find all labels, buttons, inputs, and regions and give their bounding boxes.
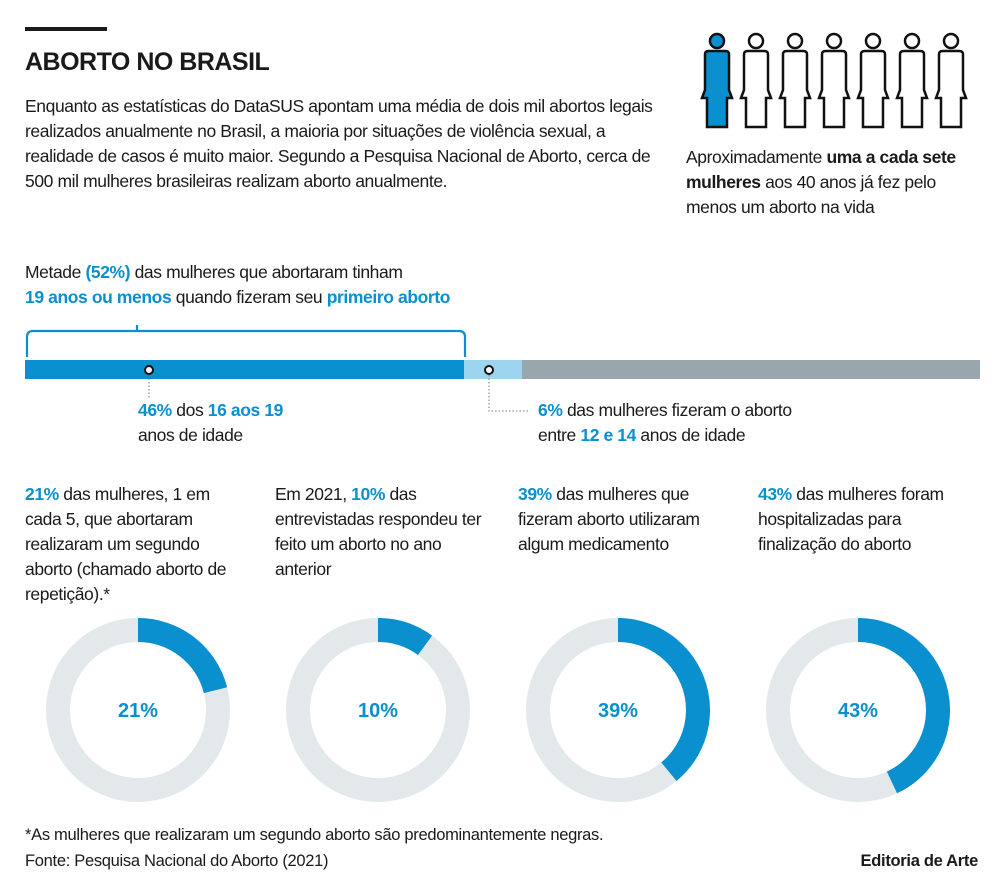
donut-center-label: 21%	[118, 700, 158, 722]
ratio-pre: Aproximadamente	[686, 147, 827, 167]
donut-chart: 10%	[286, 618, 470, 802]
bar-segment	[25, 360, 465, 379]
caption-highlight: 21%	[25, 484, 59, 504]
donut-chart: 39%	[526, 618, 710, 802]
woman-icon	[778, 32, 812, 129]
woman-icon	[934, 32, 968, 129]
donut-slice	[46, 618, 230, 802]
label-46: 46% dos 16 aos 19 anos de idade	[138, 398, 283, 448]
donut-caption: Em 2021, 10% das entrevistadas respondeu…	[275, 482, 490, 582]
hl-p2: (52%)	[85, 262, 131, 282]
l6-c: entre	[538, 425, 581, 445]
ratio-text: Aproximadamente uma a cada sete mulheres…	[686, 145, 986, 220]
l6-b: das mulheres fizeram o aborto	[562, 400, 792, 420]
l46-c: 16 aos 19	[207, 400, 284, 420]
bar-leaders	[144, 365, 530, 412]
l6-e: anos de idade	[635, 425, 746, 445]
donut-slice	[526, 618, 710, 802]
caption-rest: das entrevistadas respondeu ter feito um…	[275, 484, 482, 579]
l46-a: 46%	[138, 400, 172, 420]
title-rule	[25, 27, 107, 31]
caption-rest: das mulheres foram hospitalizadas para f…	[758, 484, 944, 554]
woman-icon	[856, 32, 890, 129]
bar-segment	[521, 360, 980, 379]
caption-pre: Em 2021,	[275, 484, 352, 504]
people-pictogram	[700, 32, 968, 129]
woman-icon	[700, 32, 734, 129]
donut-chart: 43%	[766, 618, 950, 802]
l46-b: dos	[171, 400, 208, 420]
intro-text: Enquanto as estatísticas do DataSUS apon…	[25, 96, 653, 191]
l46-d: anos de idade	[138, 425, 243, 445]
ratio-bold: uma a cada sete mulheres	[686, 147, 956, 192]
caption-highlight: 10%	[351, 484, 385, 504]
label-6: 6% das mulheres fizeram o aborto entre 12…	[538, 398, 792, 448]
hl-p1: Metade	[25, 262, 86, 282]
hl-p3: das mulheres que abortaram tinham	[130, 262, 403, 282]
donut-slice	[286, 618, 470, 802]
woman-icon	[895, 32, 929, 129]
donut-caption: 21% das mulheres, 1 em cada 5, que abort…	[25, 482, 240, 607]
woman-icon	[817, 32, 851, 129]
woman-icon	[739, 32, 773, 129]
marker-6	[484, 365, 494, 375]
page-title: ABORTO NO BRASIL	[25, 48, 270, 76]
footnote: *As mulheres que realizaram um segundo a…	[25, 826, 604, 844]
donut-caption: 43% das mulheres foram hospitalizadas pa…	[758, 482, 973, 557]
donut-center-label: 39%	[598, 700, 638, 722]
donut-caption: 39% das mulheres que fizeram aborto util…	[518, 482, 733, 557]
age-bar	[25, 360, 980, 379]
donut-center-label: 10%	[358, 700, 398, 722]
caption-highlight: 43%	[758, 484, 792, 504]
ratio-post: aos 40 anos já fez pelo menos um aborto …	[686, 172, 936, 217]
caption-rest: das mulheres que fizeram aborto utilizar…	[518, 484, 700, 554]
l6-a: 6%	[538, 400, 563, 420]
donut-center-label: 43%	[838, 700, 878, 722]
hl-p4: 19 anos ou menos	[25, 287, 172, 307]
l6-d: 12 e 14	[580, 425, 636, 445]
hl-p6: primeiro aborto	[326, 287, 451, 307]
donut-chart: 21%	[46, 618, 230, 802]
caption-highlight: 39%	[518, 484, 552, 504]
credit: Editoria de Arte	[860, 852, 979, 870]
bracket	[25, 325, 467, 357]
donut-slice	[766, 618, 950, 802]
age-headline: Metade (52%) das mulheres que abortaram …	[25, 260, 545, 310]
marker-46	[144, 365, 154, 375]
caption-rest: das mulheres, 1 em cada 5, que abortaram…	[25, 484, 227, 604]
source: Fonte: Pesquisa Nacional do Aborto (2021…	[25, 852, 329, 870]
hl-p5: quando fizeram seu	[171, 287, 327, 307]
